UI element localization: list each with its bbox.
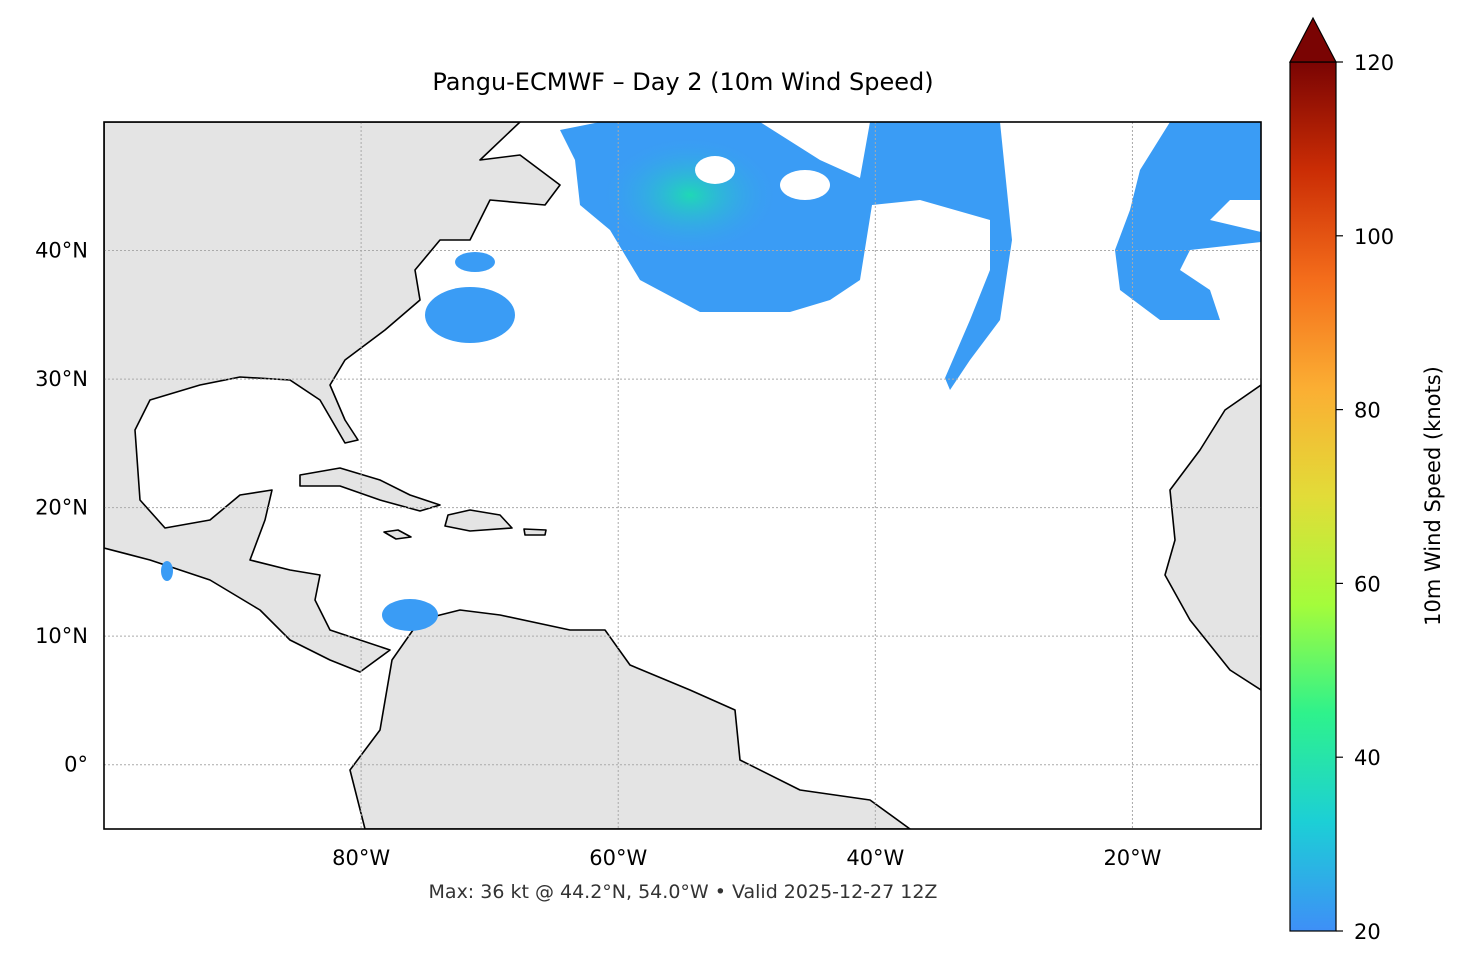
ticks: 80°W 60°W 40°W 20°W 0° 10°N 20°N 30°N 40°N bbox=[35, 239, 1162, 870]
puerto-rico bbox=[523, 528, 547, 536]
y-tick-label: 30°N bbox=[35, 367, 88, 391]
wind-field bbox=[161, 122, 1261, 631]
map bbox=[104, 122, 1261, 829]
hispaniola bbox=[444, 509, 513, 532]
south-america bbox=[349, 609, 911, 829]
wind-core bbox=[600, 135, 780, 255]
y-tick-label: 0° bbox=[64, 753, 88, 777]
colorbar-tick-label: 100 bbox=[1354, 225, 1394, 249]
colorbar-label: 10m Wind Speed (knots) bbox=[1421, 366, 1445, 626]
chart-title: Pangu-ECMWF – Day 2 (10m Wind Speed) bbox=[432, 68, 933, 96]
wind-region bbox=[425, 287, 515, 343]
x-tick-label: 40°W bbox=[846, 846, 904, 870]
wind-region bbox=[455, 252, 495, 272]
colorbar: 10m Wind Speed (knots) 20 40 60 80 100 120 bbox=[1289, 16, 1445, 944]
map-frame bbox=[103, 121, 1262, 830]
wind-gap bbox=[780, 170, 830, 200]
grid bbox=[104, 122, 1261, 829]
colorbar-extend bbox=[1289, 16, 1337, 63]
wind-region bbox=[1115, 122, 1261, 320]
y-tick-label: 40°N bbox=[35, 239, 88, 263]
jamaica bbox=[383, 529, 412, 540]
wind-gap bbox=[695, 156, 735, 184]
colorbar-tick-label: 60 bbox=[1354, 572, 1381, 596]
y-tick-label: 20°N bbox=[35, 496, 88, 520]
colorbar-tick-label: 80 bbox=[1354, 399, 1381, 423]
colorbar-tick-label: 40 bbox=[1354, 746, 1381, 770]
colorbar-tick-label: 120 bbox=[1354, 51, 1394, 75]
y-tick-label: 10°N bbox=[35, 624, 88, 648]
africa bbox=[1164, 384, 1261, 691]
north-america bbox=[104, 122, 561, 673]
colorbar-body bbox=[1289, 61, 1337, 932]
x-tick-label: 20°W bbox=[1103, 846, 1161, 870]
colorbar-tick-label: 20 bbox=[1354, 920, 1381, 944]
note: Max: 36 kt @ 44.2°N, 54.0°W • Valid 2025… bbox=[429, 881, 938, 903]
wind-region bbox=[161, 561, 173, 581]
cuba bbox=[299, 467, 441, 512]
x-tick-label: 80°W bbox=[332, 846, 390, 870]
x-tick-label: 60°W bbox=[589, 846, 647, 870]
wind-region bbox=[382, 599, 438, 631]
